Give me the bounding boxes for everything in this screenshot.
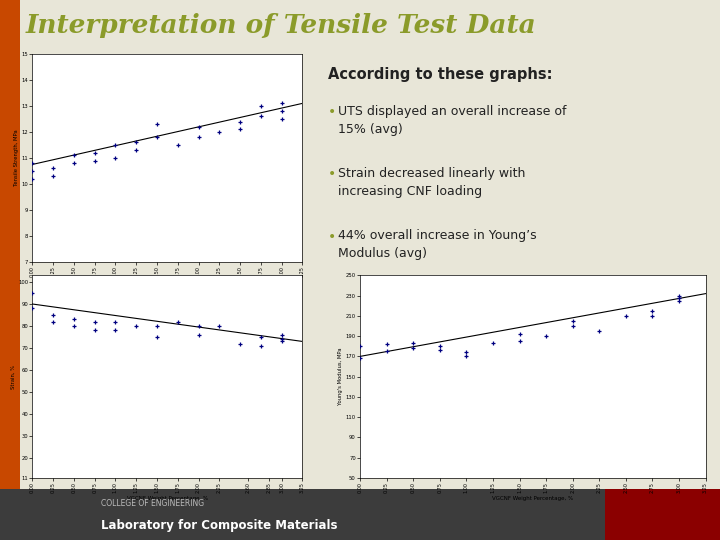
Point [89, 318, 101, 326]
Point [172, 140, 184, 149]
Point [68, 159, 80, 167]
Point [151, 322, 163, 330]
Point [151, 133, 163, 141]
Point [48, 172, 59, 180]
Point [408, 339, 419, 348]
Point [673, 291, 685, 300]
Point [27, 159, 38, 167]
Point [255, 112, 266, 121]
Point [151, 120, 163, 129]
Point [172, 318, 184, 326]
Point [381, 340, 392, 349]
Point [68, 315, 80, 324]
Point [673, 293, 685, 302]
Point [255, 102, 266, 110]
Point [109, 326, 121, 335]
Point [408, 344, 419, 353]
Point [620, 312, 631, 320]
Point [193, 123, 204, 131]
Point [354, 342, 366, 350]
Point [27, 174, 38, 183]
Point [647, 307, 658, 315]
Point [540, 332, 552, 340]
Point [381, 347, 392, 356]
Text: COLLEGE OF ENGINEERING: COLLEGE OF ENGINEERING [101, 498, 204, 508]
Point [276, 99, 287, 107]
X-axis label: VGCNF Weight Percentage, %: VGCNF Weight Percentage, % [127, 280, 208, 285]
Point [434, 346, 446, 355]
Point [193, 330, 204, 339]
X-axis label: VGCNF Weight Percentage, %: VGCNF Weight Percentage, % [492, 496, 573, 501]
Point [461, 352, 472, 361]
Text: According to these graphs:: According to these graphs: [328, 68, 552, 83]
Point [130, 322, 142, 330]
Point [234, 125, 246, 134]
Point [276, 335, 287, 343]
Point [567, 322, 578, 330]
Point [276, 114, 287, 123]
Text: Strain decreased linearly with
increasing CNF loading: Strain decreased linearly with increasin… [338, 167, 526, 198]
Point [193, 322, 204, 330]
Text: Interpretation of Tensile Test Data: Interpretation of Tensile Test Data [25, 14, 536, 38]
Point [354, 354, 366, 363]
Point [48, 164, 59, 173]
Y-axis label: Strain, %: Strain, % [10, 364, 15, 389]
Text: 44% overall increase in Young’s
Modulus (avg): 44% overall increase in Young’s Modulus … [338, 230, 537, 260]
Point [434, 342, 446, 350]
Point [514, 337, 526, 346]
Text: UTS displayed an overall increase of
15% (avg): UTS displayed an overall increase of 15%… [338, 105, 567, 136]
Point [89, 156, 101, 165]
Point [647, 312, 658, 320]
Point [487, 339, 499, 348]
Point [27, 289, 38, 298]
Point [461, 348, 472, 356]
Point [109, 153, 121, 162]
Point [48, 318, 59, 326]
Point [214, 127, 225, 136]
Point [673, 296, 685, 305]
Point [234, 339, 246, 348]
Point [27, 167, 38, 176]
Point [276, 337, 287, 346]
X-axis label: VGCNF Weight Percentage, %: VGCNF Weight Percentage, % [127, 496, 208, 501]
Point [68, 151, 80, 160]
Point [593, 327, 605, 335]
Point [234, 117, 246, 126]
Point [255, 333, 266, 341]
Point [89, 148, 101, 157]
Text: •: • [328, 167, 336, 181]
Y-axis label: Young's Modulus, MPa: Young's Modulus, MPa [338, 348, 343, 406]
Point [193, 133, 204, 141]
Y-axis label: Tensile Strength, MPa: Tensile Strength, MPa [14, 130, 19, 186]
Point [255, 341, 266, 350]
Point [567, 316, 578, 325]
Point [27, 304, 38, 313]
Point [214, 322, 225, 330]
Text: Laboratory for Composite Materials: Laboratory for Composite Materials [101, 519, 337, 532]
Point [68, 322, 80, 330]
Point [276, 107, 287, 116]
Text: •: • [328, 105, 336, 119]
Point [276, 330, 287, 339]
Point [89, 326, 101, 335]
Point [151, 333, 163, 341]
Point [48, 310, 59, 319]
Point [109, 140, 121, 149]
Point [130, 138, 142, 147]
Point [109, 318, 121, 326]
Point [130, 146, 142, 154]
Text: •: • [328, 230, 336, 244]
Point [514, 330, 526, 339]
